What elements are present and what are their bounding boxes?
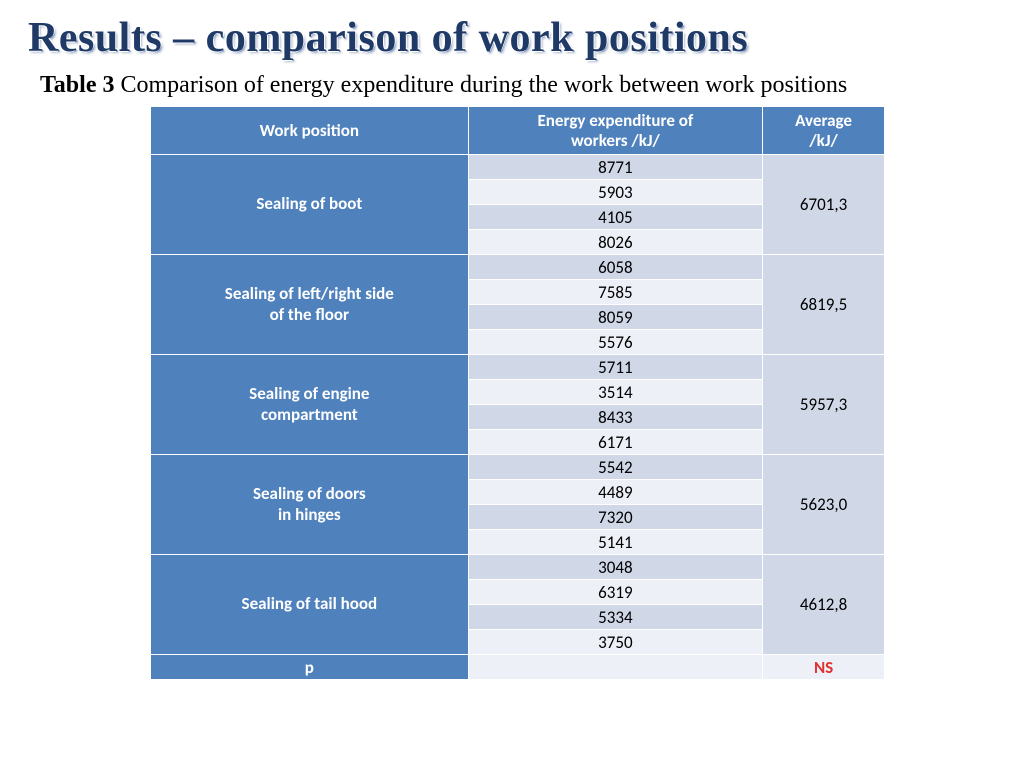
table-row: Sealing of tail hood30484612,8: [151, 555, 885, 580]
value-cell: 6319: [468, 580, 762, 605]
caption-text: Comparison of energy expenditure during …: [114, 72, 847, 98]
table-row: Sealing of left/right sideof the floor60…: [151, 255, 885, 280]
value-cell: 8771: [468, 155, 762, 180]
position-cell: Sealing of doorsin hinges: [151, 455, 469, 555]
position-cell: Sealing of boot: [151, 155, 469, 255]
average-cell: 5623,0: [763, 455, 885, 555]
value-cell: 3048: [468, 555, 762, 580]
col-header-energy: Energy expenditure ofworkers /kJ/: [468, 107, 762, 155]
value-cell: 3750: [468, 630, 762, 655]
value-cell: 3514: [468, 380, 762, 405]
table-row: Sealing of enginecompartment57115957,3: [151, 355, 885, 380]
table-header-row: Work position Energy expenditure ofworke…: [151, 107, 885, 155]
p-label-cell: p: [151, 655, 469, 680]
average-cell: 5957,3: [763, 355, 885, 455]
value-cell: 5576: [468, 330, 762, 355]
comparison-table: Work position Energy expenditure ofworke…: [150, 106, 885, 680]
table-row: Sealing of doorsin hinges55425623,0: [151, 455, 885, 480]
table-body: Sealing of boot87716701,3590341058026Sea…: [151, 155, 885, 680]
p-value-cell: [468, 655, 762, 680]
col-header-position: Work position: [151, 107, 469, 155]
value-cell: 7585: [468, 280, 762, 305]
value-cell: 7320: [468, 505, 762, 530]
table-container: Work position Energy expenditure ofworke…: [150, 106, 885, 680]
average-cell: 6701,3: [763, 155, 885, 255]
slide-title: Results – comparison of work positions: [28, 14, 1024, 62]
position-cell: Sealing of left/right sideof the floor: [151, 255, 469, 355]
average-cell: 4612,8: [763, 555, 885, 655]
value-cell: 6171: [468, 430, 762, 455]
value-cell: 6058: [468, 255, 762, 280]
value-cell: 8026: [468, 230, 762, 255]
value-cell: 8433: [468, 405, 762, 430]
value-cell: 5711: [468, 355, 762, 380]
value-cell: 5141: [468, 530, 762, 555]
value-cell: 5903: [468, 180, 762, 205]
average-cell: 6819,5: [763, 255, 885, 355]
value-cell: 4105: [468, 205, 762, 230]
table-caption: Table 3 Comparison of energy expenditure…: [40, 70, 984, 100]
caption-label: Table 3: [40, 72, 114, 98]
table-footer-row: p NS: [151, 655, 885, 680]
value-cell: 5334: [468, 605, 762, 630]
value-cell: 4489: [468, 480, 762, 505]
value-cell: 8059: [468, 305, 762, 330]
col-header-average: Average/kJ/: [763, 107, 885, 155]
p-result-cell: NS: [763, 655, 885, 680]
table-row: Sealing of boot87716701,3: [151, 155, 885, 180]
position-cell: Sealing of enginecompartment: [151, 355, 469, 455]
position-cell: Sealing of tail hood: [151, 555, 469, 655]
value-cell: 5542: [468, 455, 762, 480]
